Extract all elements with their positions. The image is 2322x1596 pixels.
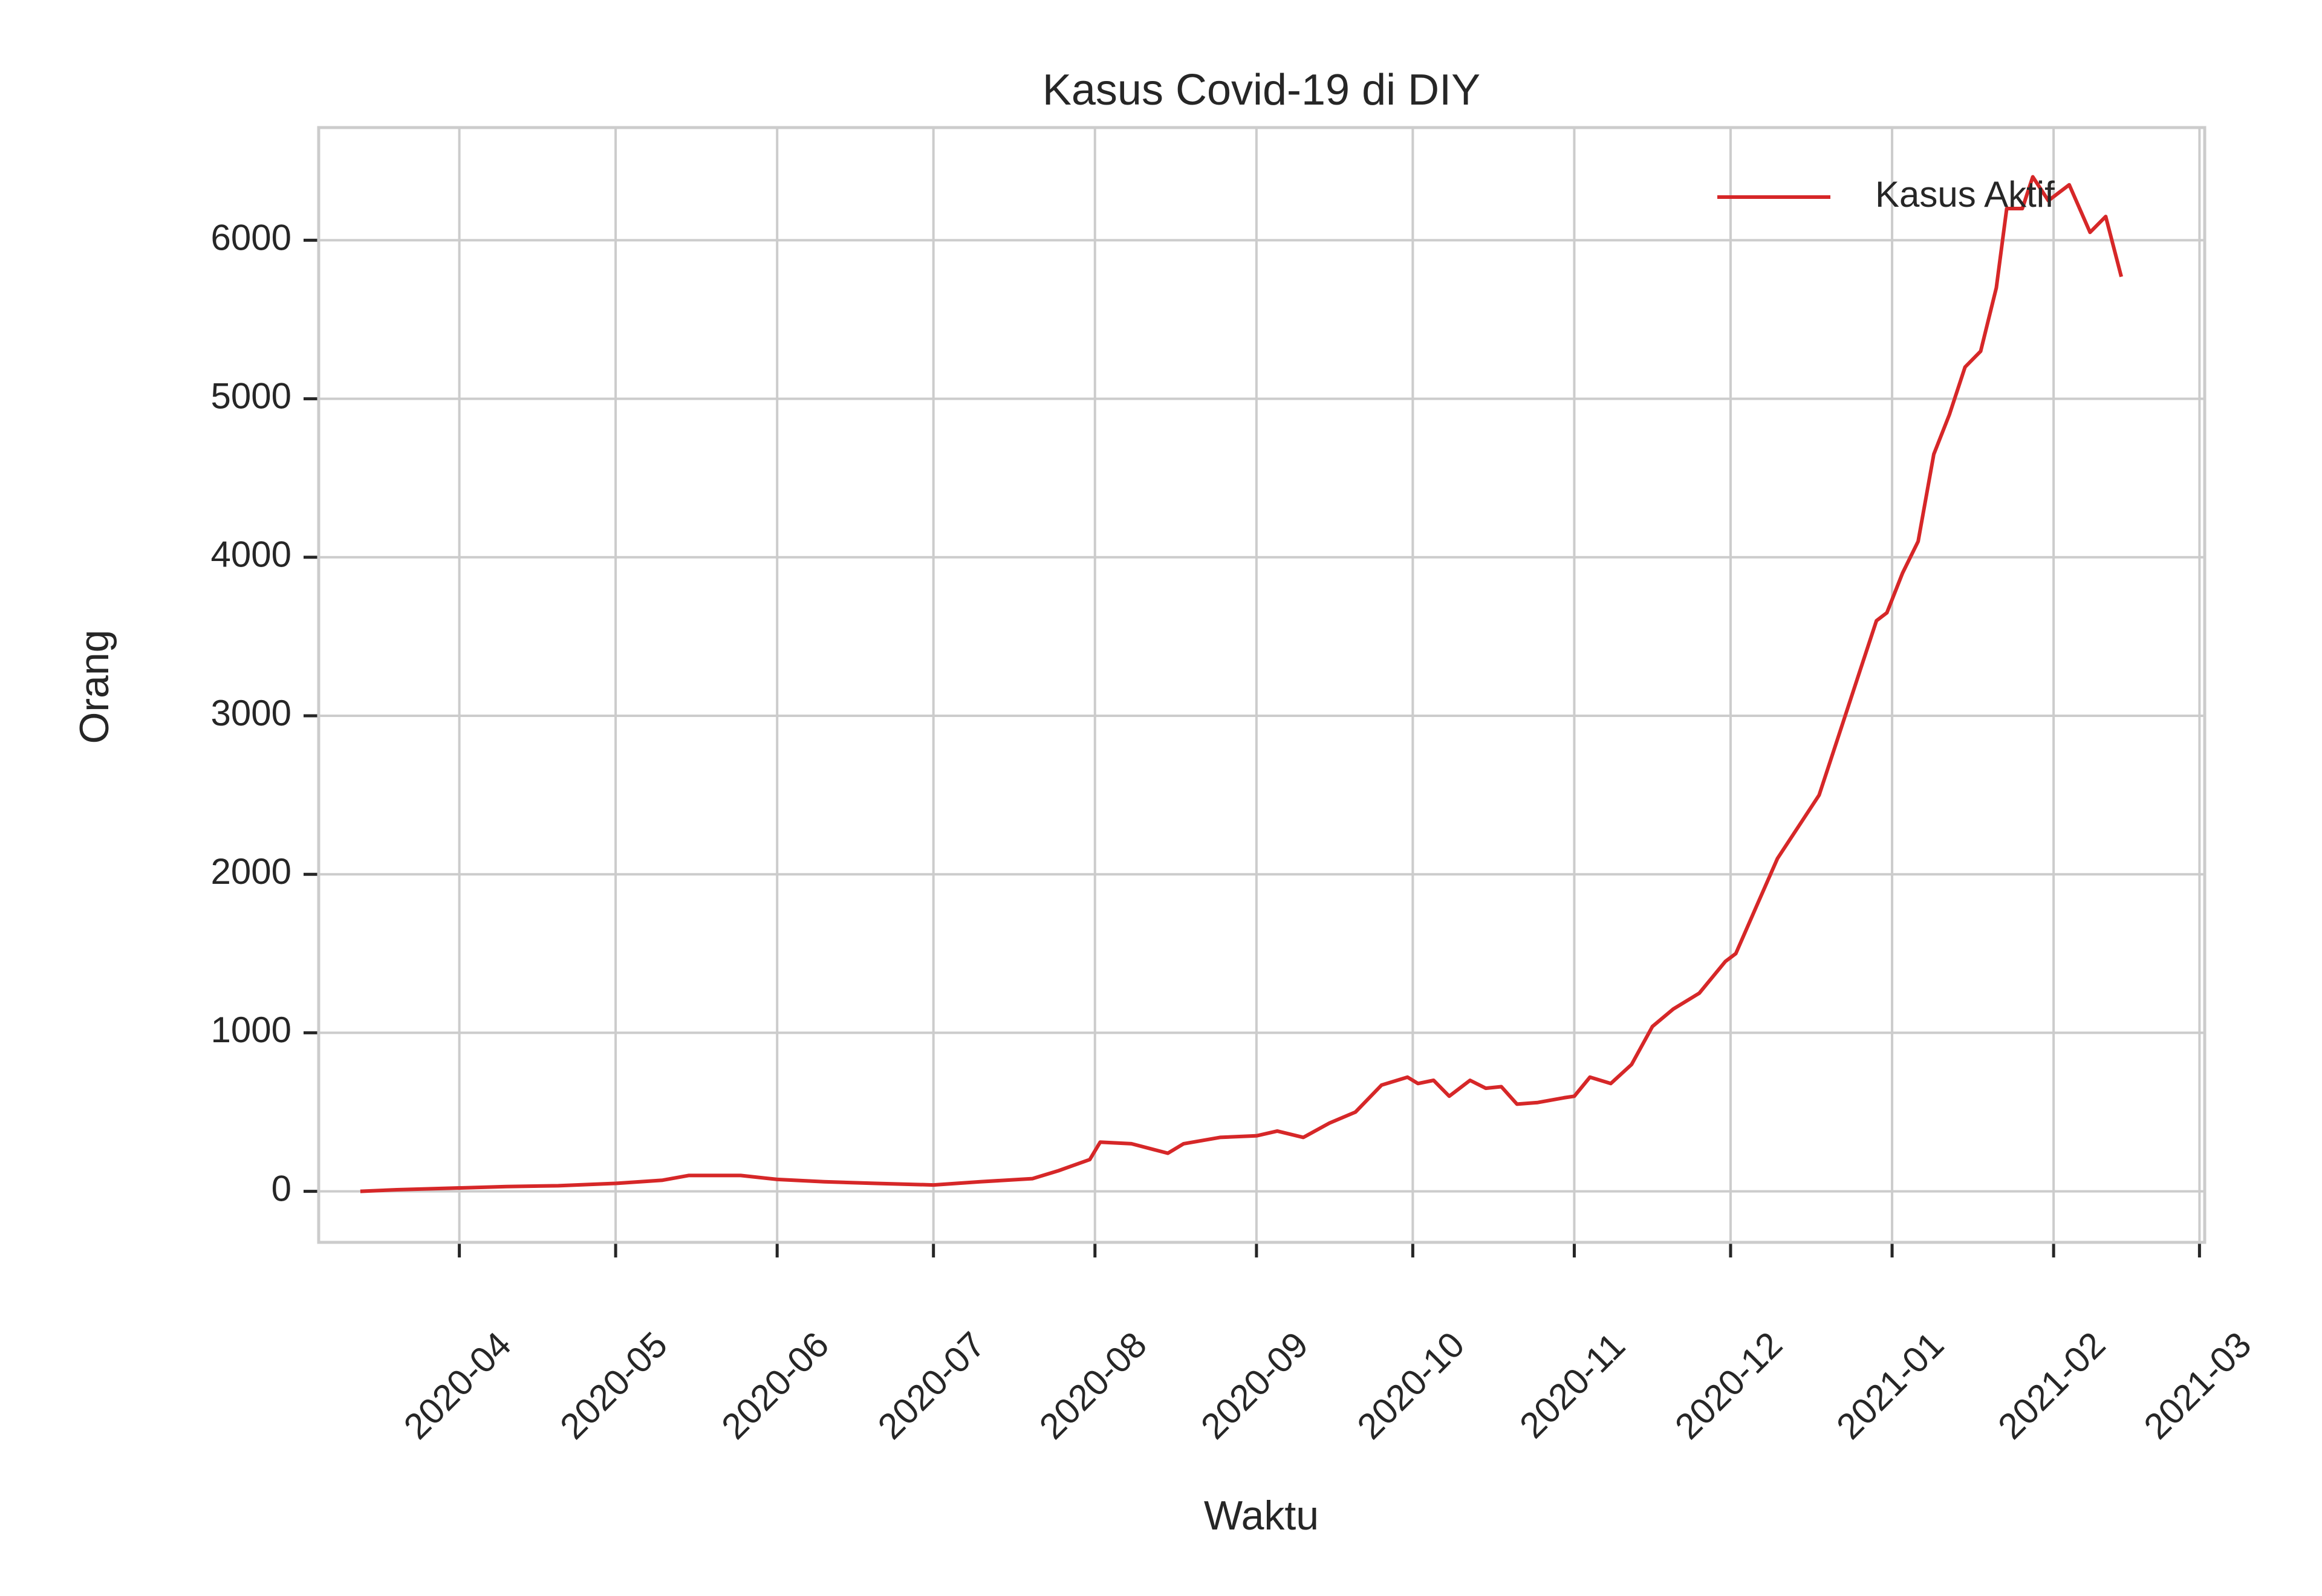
x-tick-label: 2021-03 — [2136, 1324, 2259, 1447]
y-tick-label: 4000 — [211, 534, 291, 575]
x-tick-label: 2020-09 — [1193, 1324, 1316, 1447]
legend-label: Kasus Aktif — [1875, 174, 2055, 215]
x-tick-label: 2020-04 — [396, 1324, 519, 1447]
y-tick-label: 5000 — [211, 375, 291, 416]
y-tick-label: 2000 — [211, 851, 291, 892]
y-axis-label: Orang — [71, 630, 117, 744]
y-tick-label: 3000 — [211, 693, 291, 733]
x-tick-label: 2020-07 — [870, 1324, 993, 1447]
plot-frame — [317, 126, 2207, 1244]
y-tick-label: 6000 — [211, 217, 291, 258]
x-tick-label: 2020-10 — [1350, 1324, 1472, 1447]
x-tick-label: 2020-05 — [552, 1324, 675, 1447]
y-tick-label: 1000 — [211, 1010, 291, 1050]
x-tick-label: 2020-08 — [1032, 1324, 1154, 1447]
x-tick-label: 2020-12 — [1667, 1324, 1790, 1447]
x-tick-label: 2021-02 — [1990, 1324, 2113, 1447]
x-tick-label: 2020-11 — [1512, 1325, 1633, 1446]
x-axis-label: Waktu — [1204, 1493, 1319, 1539]
x-tick-label: 2021-01 — [1829, 1324, 1951, 1447]
chart-title: Kasus Covid-19 di DIY — [1042, 66, 1480, 114]
y-tick-label: 0 — [272, 1168, 291, 1208]
x-tick-label: 2020-06 — [714, 1324, 836, 1447]
data-line — [360, 175, 2124, 1193]
